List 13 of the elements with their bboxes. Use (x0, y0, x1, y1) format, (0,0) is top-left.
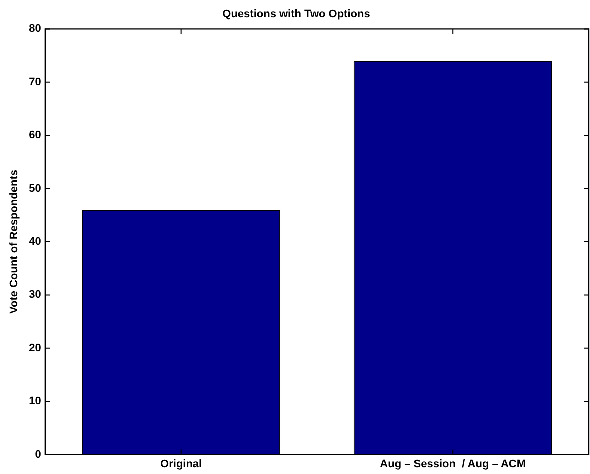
y-tick-label: 60 (29, 130, 42, 142)
y-tick-label: 50 (29, 182, 42, 195)
y-tick-label: 10 (29, 396, 42, 408)
y-tick-label: 80 (29, 23, 42, 36)
x-tick-label: Aug – Session / Aug – ACM (380, 458, 526, 470)
y-tick-label: 20 (29, 342, 42, 354)
y-axis-title: Vote Count of Respondents (8, 170, 21, 314)
x-tick-label: Original (160, 458, 202, 470)
chart-title: Questions with Two Options (222, 8, 370, 21)
y-tick-label: 0 (35, 448, 42, 461)
y-tick-label: 70 (29, 76, 42, 88)
y-tick-label: 30 (29, 289, 42, 302)
y-tick-label: 40 (29, 236, 42, 248)
